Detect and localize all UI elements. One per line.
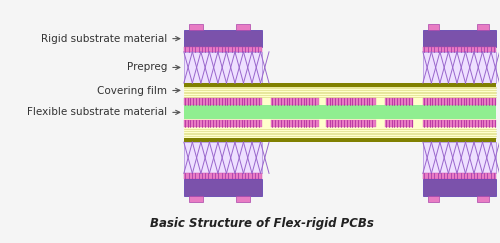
Bar — [428, 24, 440, 30]
Bar — [184, 120, 262, 127]
Bar — [423, 47, 496, 52]
Bar — [423, 30, 496, 47]
Bar — [236, 24, 250, 30]
Bar — [326, 98, 376, 105]
Bar — [423, 52, 496, 83]
Bar — [236, 196, 250, 202]
Bar — [184, 128, 496, 138]
Bar — [423, 174, 496, 179]
Bar — [423, 120, 496, 127]
Bar — [188, 24, 203, 30]
Bar — [184, 97, 496, 106]
Bar — [272, 120, 318, 127]
Text: Covering film: Covering film — [98, 87, 180, 96]
Bar — [385, 98, 414, 105]
Bar — [478, 196, 489, 202]
Bar — [184, 174, 262, 179]
Bar — [184, 138, 496, 142]
Bar — [184, 52, 262, 83]
Bar — [184, 179, 262, 196]
Bar — [184, 105, 496, 119]
Bar — [423, 98, 496, 105]
Bar — [423, 142, 496, 174]
Bar — [184, 98, 262, 105]
Bar — [184, 87, 496, 97]
Bar — [184, 47, 262, 52]
Text: Rigid substrate material: Rigid substrate material — [41, 34, 180, 44]
Text: Basic Structure of Flex-rigid PCBs: Basic Structure of Flex-rigid PCBs — [150, 217, 374, 230]
Bar — [184, 83, 496, 87]
Bar — [326, 120, 376, 127]
Bar — [188, 196, 203, 202]
Bar — [184, 119, 496, 128]
Bar — [184, 30, 262, 47]
Bar — [478, 24, 489, 30]
Bar — [184, 142, 262, 174]
Text: Prepreg: Prepreg — [127, 62, 180, 72]
Bar — [272, 98, 318, 105]
Bar — [428, 196, 440, 202]
Bar — [423, 179, 496, 196]
Text: Flexible substrate material: Flexible substrate material — [27, 107, 180, 117]
Bar — [385, 120, 414, 127]
